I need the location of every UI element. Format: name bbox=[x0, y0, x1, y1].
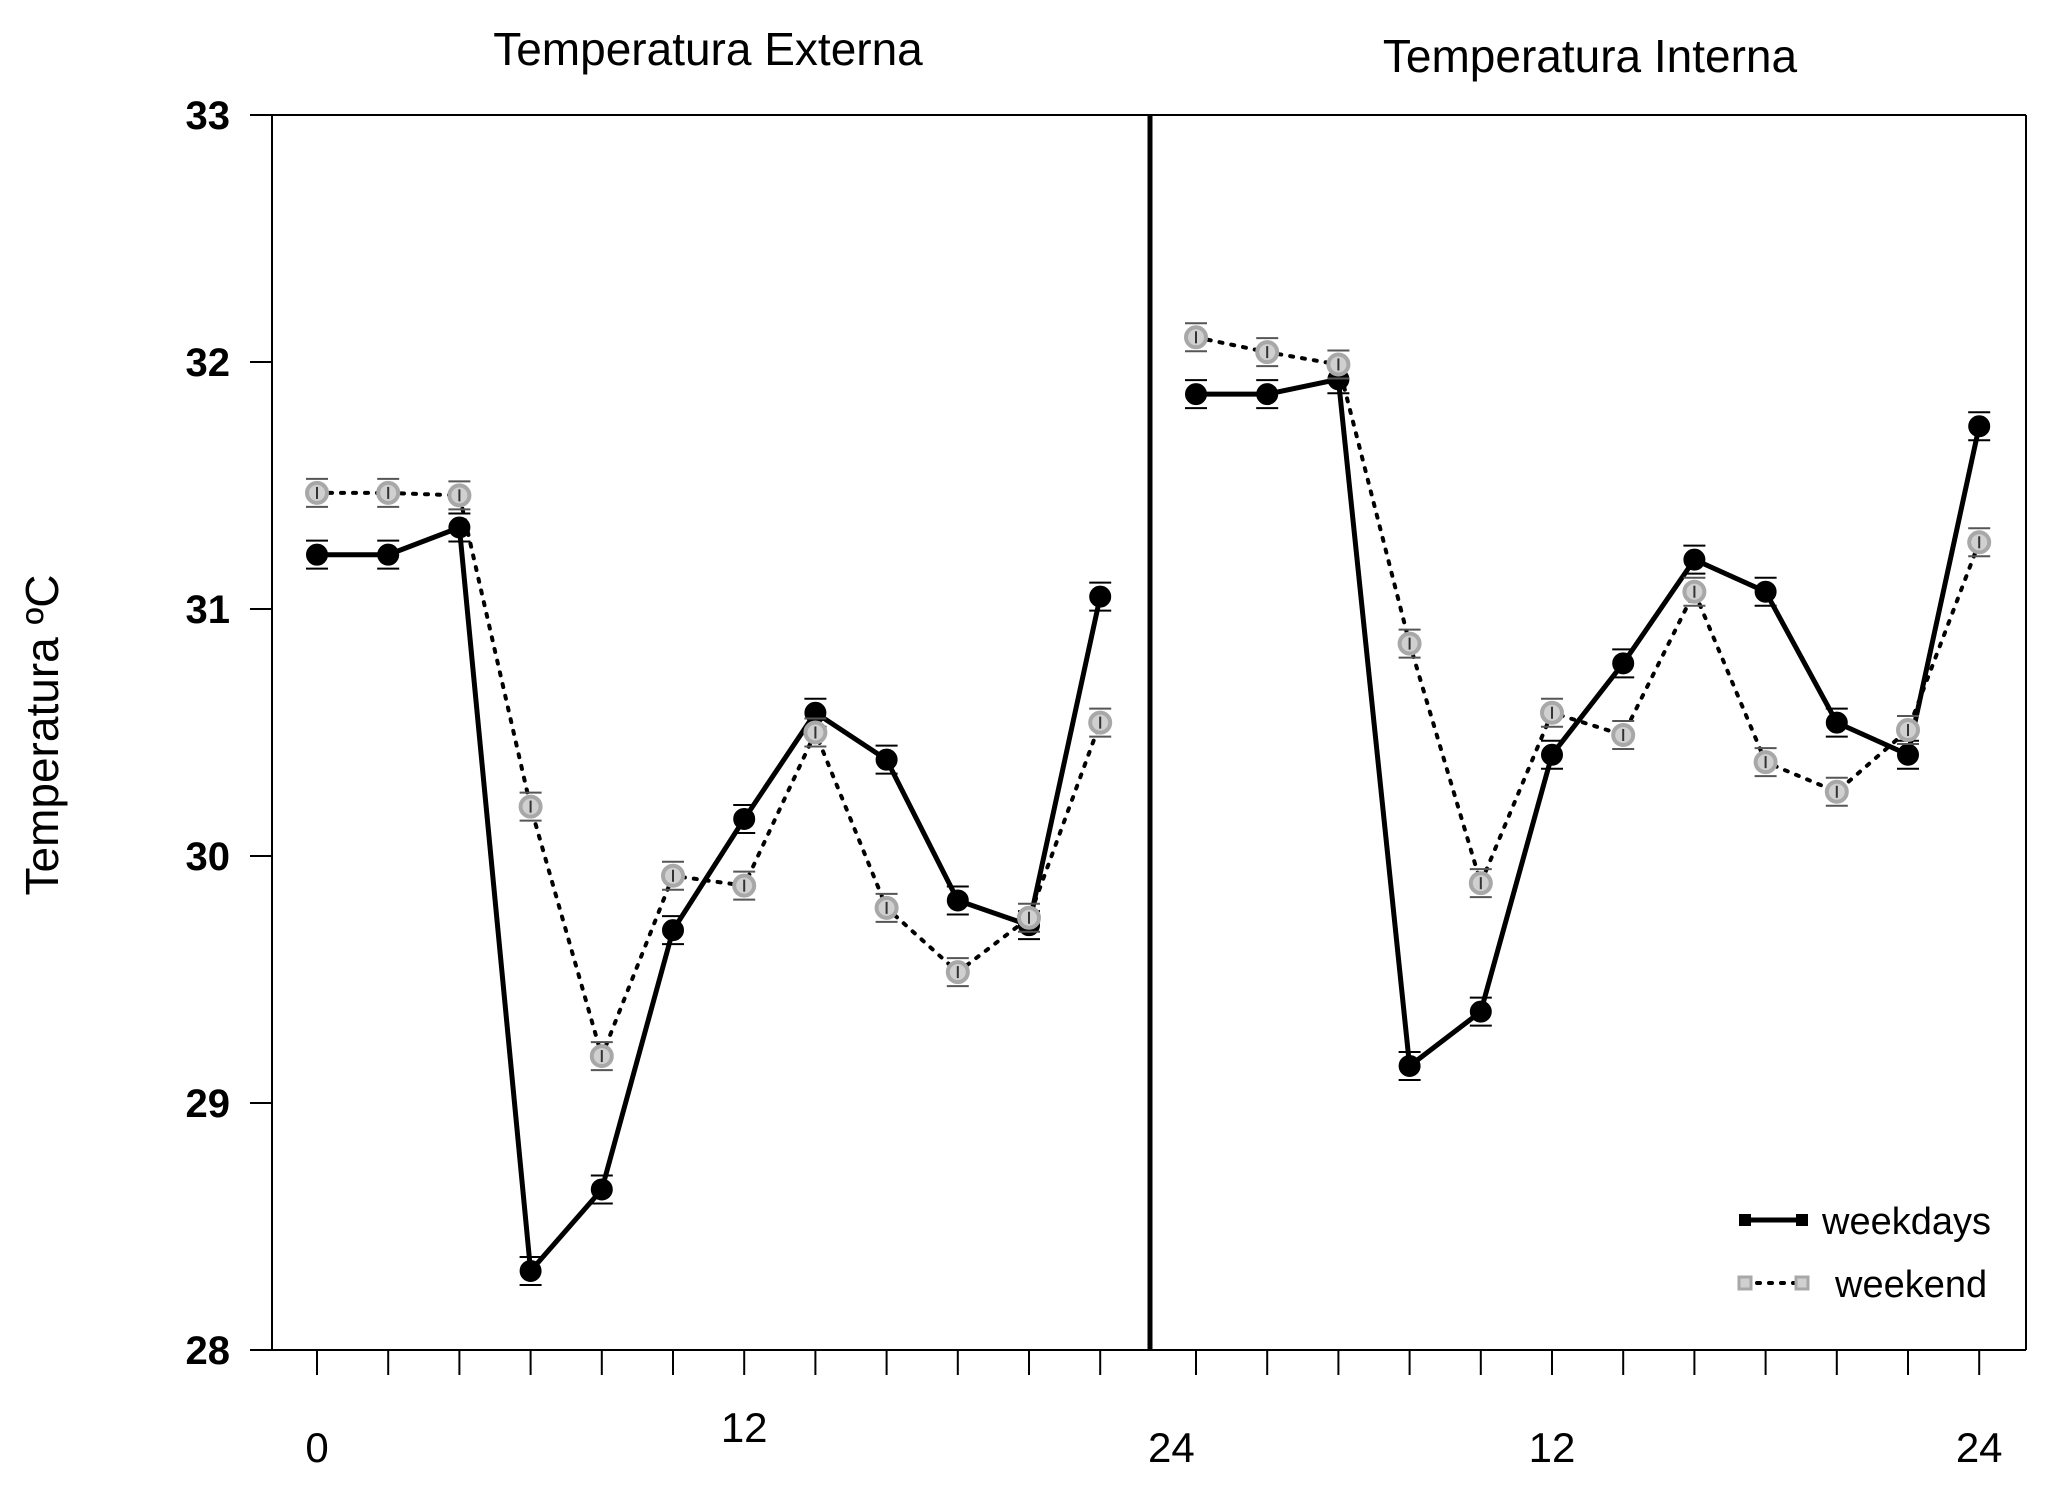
legend-marker-weekdays bbox=[1796, 1214, 1808, 1226]
data-point-weekdays bbox=[306, 543, 328, 566]
series-line-weekend bbox=[315, 490, 1103, 1063]
marks bbox=[305, 322, 1992, 1286]
legend-label-weekend: weekend bbox=[1834, 1264, 1987, 1306]
legend: weekdays weekend bbox=[1737, 1201, 1991, 1306]
y-axis-label: Temperatura ºC bbox=[16, 574, 68, 895]
data-point-weekdays bbox=[946, 889, 969, 912]
data-point-weekdays bbox=[1683, 548, 1706, 571]
data-point-weekdays bbox=[1089, 585, 1112, 608]
data-point-weekdays bbox=[1469, 1000, 1492, 1023]
panel-title: Temperatura Externa bbox=[493, 23, 923, 75]
data-point-weekdays bbox=[1398, 1054, 1421, 1077]
data-point-weekdays bbox=[1968, 415, 1991, 438]
series-line-weekdays bbox=[314, 523, 1103, 1278]
data-point-weekdays bbox=[590, 1178, 613, 1201]
x-tick-label: 12 bbox=[1529, 1424, 1576, 1471]
y-tick-label: 28 bbox=[186, 1329, 231, 1373]
axes: 28 29 30 31 32 33 Temperatura ºC Temperatura Ex… bbox=[16, 23, 2027, 1471]
y-tick-label: 31 bbox=[186, 588, 231, 632]
data-point-weekdays bbox=[662, 919, 684, 942]
data-point-weekdays bbox=[804, 701, 827, 724]
data-point-weekdays bbox=[1897, 743, 1919, 766]
x-tick-label: 12 bbox=[721, 1404, 768, 1451]
data-point-weekdays bbox=[1612, 652, 1635, 675]
data-point-weekdays bbox=[1185, 383, 1207, 406]
data-point-weekdays bbox=[1541, 743, 1563, 766]
data-point-weekdays bbox=[377, 543, 400, 566]
x-tick-label: 24 bbox=[1148, 1424, 1195, 1471]
y-tick-label: 32 bbox=[186, 341, 231, 385]
legend-marker-weekend bbox=[1794, 1275, 1810, 1291]
data-point-weekdays bbox=[1825, 711, 1848, 734]
y-tick-label: 29 bbox=[186, 1082, 231, 1126]
x-tick-label: 24 bbox=[1956, 1424, 2003, 1471]
data-point-weekdays bbox=[733, 807, 756, 830]
x-tick-label: 0 bbox=[305, 1424, 328, 1471]
legend-marker-weekdays bbox=[1739, 1214, 1751, 1226]
panel-title: Temperatura Interna bbox=[1383, 30, 1798, 82]
y-tick-label: 33 bbox=[186, 94, 231, 138]
y-tick-label: 30 bbox=[186, 835, 231, 879]
data-point-weekdays bbox=[875, 748, 898, 771]
panel-1 bbox=[305, 477, 1113, 1286]
panel-2 bbox=[1184, 322, 1992, 1081]
data-point-weekdays bbox=[1256, 383, 1279, 406]
data-point-weekdays bbox=[1754, 580, 1777, 603]
series-line-weekdays bbox=[1193, 376, 1982, 1071]
series-line-weekend bbox=[1194, 335, 1982, 890]
data-point-weekdays bbox=[519, 1259, 542, 1282]
legend-label-weekdays: weekdays bbox=[1821, 1201, 1991, 1243]
legend-marker-weekend bbox=[1737, 1275, 1753, 1291]
